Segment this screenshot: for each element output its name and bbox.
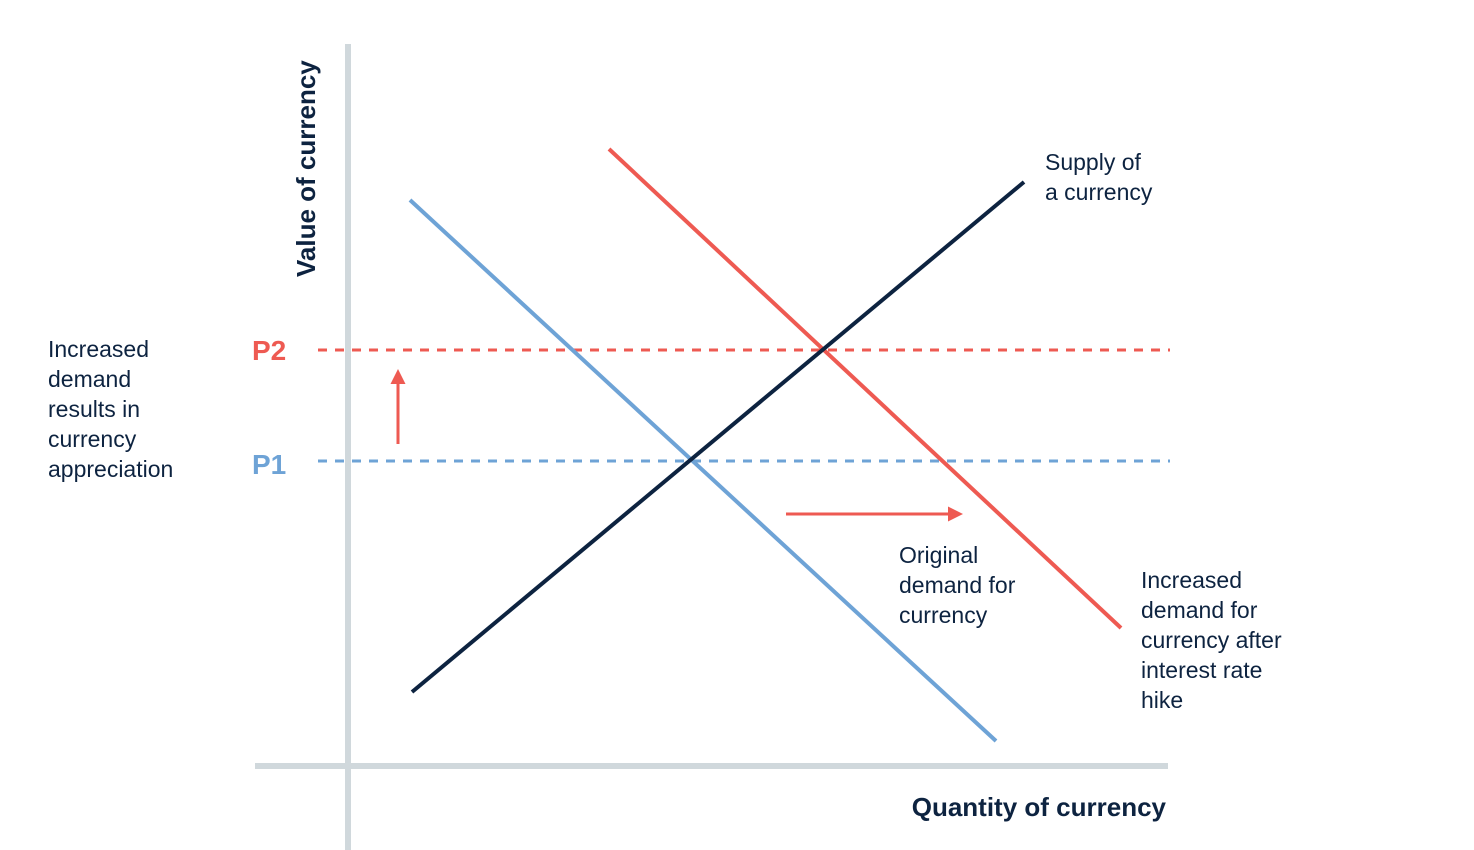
increased-demand-label-line: interest rate (1141, 657, 1262, 683)
original-demand-label-line: Original (899, 542, 978, 568)
annotation-line: Increased (48, 336, 149, 362)
x-axis-title: Quantity of currency (912, 792, 1167, 822)
p1-label: P1 (252, 449, 286, 480)
original-demand-label-line: demand for (899, 572, 1016, 598)
increased-demand-label-line: currency after (1141, 627, 1282, 653)
original-demand-label: Original demand for currency (899, 542, 1022, 628)
increased-demand-label-line: Increased (1141, 567, 1242, 593)
supply-label-line: a currency (1045, 179, 1153, 205)
supply-curve-label: Supply of a currency (1045, 149, 1153, 205)
supply-label-line: Supply of (1045, 149, 1142, 175)
increased-demand-label-line: demand for (1141, 597, 1258, 623)
increased-demand-curve (607, 147, 1123, 630)
annotation-line: results in (48, 396, 140, 422)
increased-demand-label: Increased demand for currency after inte… (1141, 567, 1288, 713)
increased-demand-label-line: hike (1141, 687, 1183, 713)
annotation-line: appreciation (48, 456, 173, 482)
original-demand-label-line: currency (899, 602, 988, 628)
annotation-line: currency (48, 426, 137, 452)
y-axis-title: Value of currency (291, 60, 321, 277)
original-demand-curve (408, 198, 998, 743)
p2-label: P2 (252, 335, 286, 366)
supply-curve (410, 180, 1026, 694)
annotation-line: demand (48, 366, 131, 392)
appreciation-annotation: Increased demand results in currency app… (48, 336, 173, 482)
